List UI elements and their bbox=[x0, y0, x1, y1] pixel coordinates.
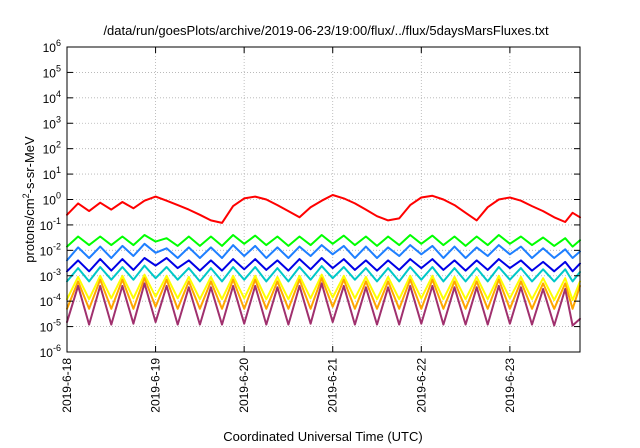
y-tick-label: 10-2 bbox=[40, 241, 61, 258]
series-line-3 bbox=[66, 242, 581, 262]
y-tick-label: 10-1 bbox=[40, 216, 61, 233]
x-tick-label: 2019-6-20 bbox=[237, 358, 251, 413]
y-tick-label: 103 bbox=[43, 114, 61, 131]
y-tick-label-base: 10 bbox=[43, 92, 57, 106]
y-tick-label: 104 bbox=[43, 89, 61, 106]
y-tick-label-base: 10 bbox=[43, 168, 57, 182]
y-tick-label-base: 10 bbox=[43, 66, 57, 80]
series-layer bbox=[66, 194, 581, 327]
x-axis: 2019-6-18 2019-6-19 2019-6-20 2019-6-21 2019… bbox=[60, 47, 517, 413]
y-tick-label: 106 bbox=[43, 38, 61, 55]
y-tick-label: 101 bbox=[43, 165, 61, 182]
x-tick-label: 2019-6-19 bbox=[149, 358, 163, 413]
x-axis-label: Coordinated Universal Time (UTC) bbox=[223, 429, 422, 444]
series-line-4 bbox=[66, 257, 581, 273]
y-tick-label-exp: 5 bbox=[56, 63, 61, 73]
y-tick-label-exp: 0 bbox=[56, 191, 61, 201]
y-tick-label-exp: -2 bbox=[53, 241, 61, 251]
y-tick-label-base: 10 bbox=[40, 346, 54, 360]
y-axis-label-sup: 2 bbox=[21, 193, 31, 198]
y-tick-label-base: 10 bbox=[43, 117, 57, 131]
x-tick-label: 2019-6-21 bbox=[326, 358, 340, 413]
y-tick-label-base: 10 bbox=[40, 219, 54, 233]
y-tick-label-base: 10 bbox=[43, 41, 57, 55]
x-tick-label: 2019-6-18 bbox=[60, 358, 74, 413]
y-tick-label-exp: -3 bbox=[53, 267, 61, 277]
y-tick-label: 105 bbox=[43, 63, 61, 80]
y-axis-label-rest: -s-sr-MeV bbox=[22, 136, 37, 193]
y-tick-label-base: 10 bbox=[40, 244, 54, 258]
y-axis: 10-610-510-410-310-210-11001011021031041… bbox=[40, 38, 580, 360]
chart-title: /data/run/goesPlots/archive/2019-06-23/1… bbox=[103, 23, 549, 38]
y-tick-label-base: 10 bbox=[40, 270, 54, 284]
y-tick-label-base: 10 bbox=[40, 295, 54, 309]
y-tick-label: 10-3 bbox=[40, 267, 61, 284]
y-axis-label: protons/cm2-s-sr-MeV bbox=[21, 136, 37, 263]
x-tick-label: 2019-6-23 bbox=[503, 358, 517, 413]
y-tick-label-exp: -5 bbox=[53, 318, 61, 328]
y-tick-label-exp: -4 bbox=[53, 292, 61, 302]
y-axis-label-base: protons/cm bbox=[22, 198, 37, 262]
series-line-7 bbox=[66, 277, 581, 310]
y-tick-label: 10-5 bbox=[40, 318, 61, 335]
series-line-6 bbox=[66, 273, 581, 302]
x-tick-label: 2019-6-22 bbox=[414, 358, 428, 413]
y-tick-label: 10-6 bbox=[40, 343, 61, 360]
y-tick-label-exp: 1 bbox=[56, 165, 61, 175]
y-tick-label-exp: 4 bbox=[56, 89, 61, 99]
series-line-5 bbox=[66, 264, 581, 283]
y-tick-label: 102 bbox=[43, 140, 61, 157]
y-tick-label-exp: -6 bbox=[53, 343, 61, 353]
y-tick-label-exp: 2 bbox=[56, 140, 61, 150]
y-tick-label: 100 bbox=[43, 191, 61, 208]
series-line-8 bbox=[66, 282, 581, 327]
y-tick-label-base: 10 bbox=[43, 194, 57, 208]
y-tick-label-exp: 3 bbox=[56, 114, 61, 124]
y-tick-label: 10-4 bbox=[40, 292, 61, 309]
series-line-1 bbox=[66, 194, 581, 224]
series-line-2 bbox=[66, 234, 581, 248]
y-tick-label-base: 10 bbox=[43, 143, 57, 157]
y-tick-label-base: 10 bbox=[40, 321, 54, 335]
y-tick-label-exp: -1 bbox=[53, 216, 61, 226]
y-tick-label-exp: 6 bbox=[56, 38, 61, 48]
